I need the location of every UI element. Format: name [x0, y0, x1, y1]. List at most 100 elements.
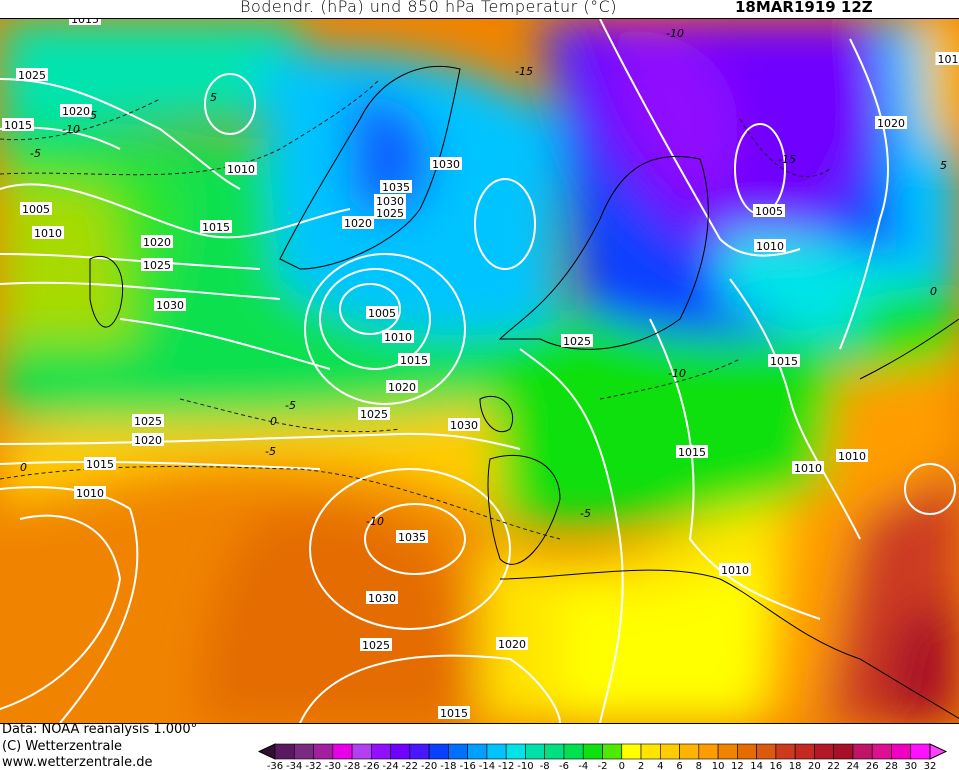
valid-date: 18MAR1919 12Z [735, 0, 873, 16]
isobar-label: 101 [935, 52, 959, 66]
colorbar-cell [409, 743, 430, 760]
svg-text:1005: 1005 [368, 307, 396, 320]
isobar-label: 1010 [719, 563, 751, 577]
colorbar-tick-label: -22 [402, 761, 418, 770]
svg-text:1015: 1015 [86, 458, 114, 471]
svg-text:1020: 1020 [388, 381, 416, 394]
isotherm-label: 5 [940, 159, 947, 172]
colorbar-cell [698, 743, 719, 760]
colorbar-cell [910, 743, 931, 760]
isotherm-label: 0 [930, 285, 937, 298]
isobar-label: 1020 [60, 104, 92, 118]
isobar-label: 1020 [132, 433, 164, 447]
svg-text:1015: 1015 [440, 707, 468, 720]
temperature-colorbar: -36 -34 -32 -30 -28 -26 -24 -22 -20 -18 -16 -14 -12-… [257, 743, 948, 770]
colorbar-cell [390, 743, 411, 760]
isotherm-label: -15 [515, 65, 533, 78]
colorbar-tick-label: 0 [619, 761, 625, 770]
colorbar-tick-label: 20 [808, 761, 821, 770]
website-link[interactable]: www.wetterzentrale.de [2, 755, 153, 770]
svg-text:1010: 1010 [76, 487, 104, 500]
temperature-shading [0, 19, 959, 723]
isobar-label: 1030 [448, 418, 480, 432]
colorbar-tick-label: 12 [731, 761, 744, 770]
isotherm-label: 0 [270, 415, 277, 428]
colorbar-cell [814, 743, 834, 760]
colorbar-cell [371, 743, 391, 760]
colorbar-tick-label: 30 [904, 761, 917, 770]
isotherm-label: -15 [778, 153, 796, 166]
isobar-label: 1010 [754, 239, 786, 253]
weather-map: 1015 1025 1020 1015 1010 1005 1010 1015 1020 1025… [0, 18, 959, 724]
isotherm-label: -10 [668, 367, 686, 380]
svg-text:1015: 1015 [202, 221, 230, 234]
svg-text:1030: 1030 [376, 195, 404, 208]
colorbar-tick-label: -18 [440, 761, 456, 770]
svg-text:1030: 1030 [450, 419, 478, 432]
svg-text:1010: 1010 [794, 462, 822, 475]
isotherm-label: -5 [30, 147, 41, 160]
isotherm-label: 5 [90, 109, 97, 122]
svg-text:1030: 1030 [432, 158, 460, 171]
isobar-label: 1015 [200, 220, 232, 234]
svg-text:1020: 1020 [498, 638, 526, 651]
colorbar-tick-label: 14 [750, 761, 763, 770]
colorbar-tick-label: -12 [498, 761, 514, 770]
colorbar-tick-label: -14 [479, 761, 495, 770]
isobar-label: 1025 [358, 407, 390, 421]
colorbar-tick-label: 18 [789, 761, 802, 770]
svg-text:1010: 1010 [838, 450, 866, 463]
isotherm-label: 0 [20, 461, 27, 474]
svg-text:1015: 1015 [400, 354, 428, 367]
colorbar-cell [274, 743, 295, 760]
svg-text:1005: 1005 [755, 205, 783, 218]
data-source-text: Data: NOAA reanalysis 1.000° [2, 722, 198, 737]
svg-text:1020: 1020 [877, 117, 905, 130]
coastlines [89, 65, 959, 719]
colorbar-tick-label: -2 [598, 761, 608, 770]
colorbar-cell [486, 743, 507, 760]
isobar-label: 1030 [374, 194, 406, 208]
svg-text:101: 101 [938, 53, 959, 66]
colorbar-over-arrow [929, 743, 948, 760]
colorbar-tick-label: -28 [344, 761, 360, 770]
svg-text:1015: 1015 [678, 446, 706, 459]
colorbar-tick-label: -4 [578, 761, 588, 770]
colorbar-tick-label: 24 [847, 761, 860, 770]
colorbar-cell [659, 743, 680, 760]
colorbar-cell [737, 743, 757, 760]
isobar-label: 1025 [561, 334, 593, 348]
colorbar-cell [775, 743, 796, 760]
isobar-label: 1005 [20, 202, 52, 216]
colorbar-tick-label: -36 [267, 761, 283, 770]
colorbar-tick-label: -34 [286, 761, 302, 770]
isobar-label: 1025 [141, 258, 173, 272]
svg-text:1030: 1030 [156, 299, 184, 312]
colorbar-cell [717, 743, 738, 760]
colorbar-tick-label: -26 [363, 761, 379, 770]
svg-text:1025: 1025 [134, 415, 162, 428]
svg-text:1015: 1015 [770, 355, 798, 368]
colorbar-cell [448, 743, 468, 760]
isobar-label: 1030 [366, 591, 398, 605]
svg-text:1020: 1020 [344, 217, 372, 230]
svg-text:1010: 1010 [384, 331, 412, 344]
svg-text:1020: 1020 [134, 434, 162, 447]
isobar-label: 1010 [382, 330, 414, 344]
colorbar-cell [891, 743, 912, 760]
svg-text:1025: 1025 [143, 259, 171, 272]
colorbar-cell [640, 743, 661, 760]
svg-text:1030: 1030 [368, 592, 396, 605]
isobar-label: 1010 [792, 461, 824, 475]
svg-text:1015: 1015 [71, 19, 99, 26]
isobar-label: 1010 [225, 162, 257, 176]
colorbar-tick-label: -20 [421, 761, 437, 770]
colorbar-cell [505, 743, 526, 760]
isobar-label: 1005 [366, 306, 398, 320]
isotherm-label: -10 [666, 27, 684, 40]
isobar-label: 1030 [154, 298, 186, 312]
colorbar-cell [833, 743, 854, 760]
colorbar-tick-label: 4 [657, 761, 663, 770]
colorbar-tick-label: 10 [712, 761, 725, 770]
